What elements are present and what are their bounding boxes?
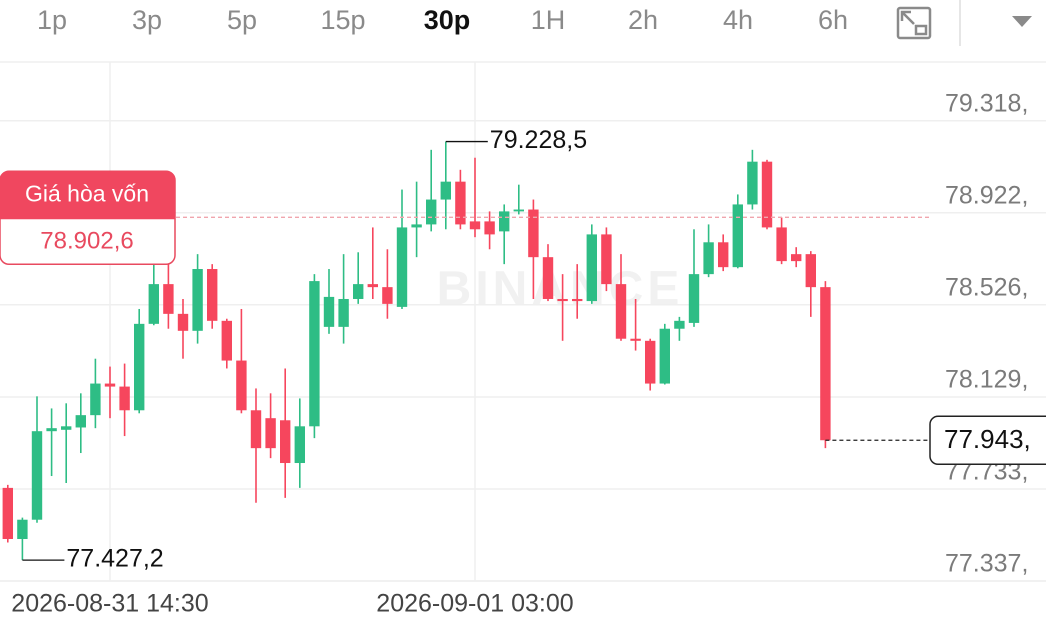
interval-tab[interactable]: 5p [227,5,257,35]
candle-body [323,296,335,327]
icon-box [914,24,928,36]
candle-body [367,284,378,288]
candle-body [615,284,627,339]
candle-body [776,227,787,262]
candle-body [791,254,802,262]
grid: 79.318,78.922,78.526,78.129,77.733,77.33… [0,62,1046,618]
y-tick-label: 79.318, [945,89,1028,117]
candle-body [761,161,773,228]
candle-body [484,221,495,235]
icon-arrow [900,10,915,25]
candle-body [499,211,510,232]
candle-body [177,313,189,331]
candle-body [309,281,320,427]
candle-body [674,320,685,329]
candle-body [455,181,466,225]
watermark: BINANCE [437,263,684,316]
interval-tab[interactable]: 30p [424,5,471,35]
candle-body [221,320,232,361]
candle-body [90,383,101,416]
candle-body [528,209,539,258]
candle-body [513,209,524,212]
candle-body [747,161,758,205]
x-tick-label: 2026-09-01 03:00 [376,590,573,618]
candle-body [820,287,831,441]
candle-body [17,519,28,539]
last-price-badge [929,415,1046,465]
interval-tab[interactable]: 6h [818,5,848,35]
candle-body [46,428,57,432]
candle-body [572,298,583,302]
candle-body [586,234,597,302]
candle-body [148,284,159,324]
candle-body [75,415,86,428]
candle-body [805,254,816,288]
interval-tab[interactable]: 4h [723,5,753,35]
candle-body [411,224,422,228]
candle-body [382,287,393,304]
dropdown-arrow[interactable] [1012,16,1032,27]
candle-body [265,418,276,449]
x-tick-label: 2026-08-31 14:30 [11,590,208,618]
candle-body [134,323,145,411]
candle-body [31,431,43,520]
candle-body [542,257,554,299]
candle-body [353,284,364,299]
breakeven-badge-header [0,171,175,220]
candle-body [236,360,247,411]
candle-body [163,284,174,314]
candle-body [718,242,729,268]
y-tick-label: 78.526, [945,273,1028,301]
candle-body [659,328,670,384]
interval-tab[interactable]: 3p [132,5,162,35]
layout-toggle-icon[interactable] [896,6,932,40]
candle-body [192,269,203,331]
low-marker-label: 77.427,2 [66,545,163,573]
candle-body [703,242,714,275]
toolbar: 1p 3p 5p 15p 30p 1H 2h 4h 6h [37,5,848,35]
candle-body [469,221,481,230]
overlay: 79.228,5 77.427,2 Giá hòa vốn 78.902,6 77.94… [0,126,1046,573]
candle-body [688,274,700,323]
interval-tab[interactable]: 1p [37,5,67,35]
y-tick-label: 78.129, [945,366,1028,394]
candle-body [557,298,568,302]
candle-body [732,204,743,268]
candle-body [338,298,349,327]
candle-body [104,383,116,387]
high-marker-label: 79.228,5 [490,126,587,154]
y-tick-label: 77.337, [945,550,1028,578]
candle-body [440,181,451,200]
breakeven-title: Giá hòa vốn [25,180,149,206]
candle-body [294,426,305,464]
interval-tab[interactable]: 15p [320,5,365,35]
candle-body [601,234,612,285]
interval-tab[interactable]: 1H [531,5,566,35]
candle-body [396,227,408,307]
candle-body [630,338,641,341]
candle-body [645,340,656,384]
candle-body [61,426,72,430]
plot [2,141,831,561]
candle-body [207,269,218,321]
last-price-label: 77.943, [944,424,1031,454]
icon-frame [896,6,932,40]
candle-body [426,199,437,225]
breakeven-label: 78.902,6 [40,228,133,255]
candle-body [280,420,291,464]
y-tick-label: 78.922, [945,181,1028,209]
candle-body [250,410,262,449]
candle-body [119,386,130,411]
candle-body [2,487,13,539]
interval-tab[interactable]: 2h [628,5,658,35]
